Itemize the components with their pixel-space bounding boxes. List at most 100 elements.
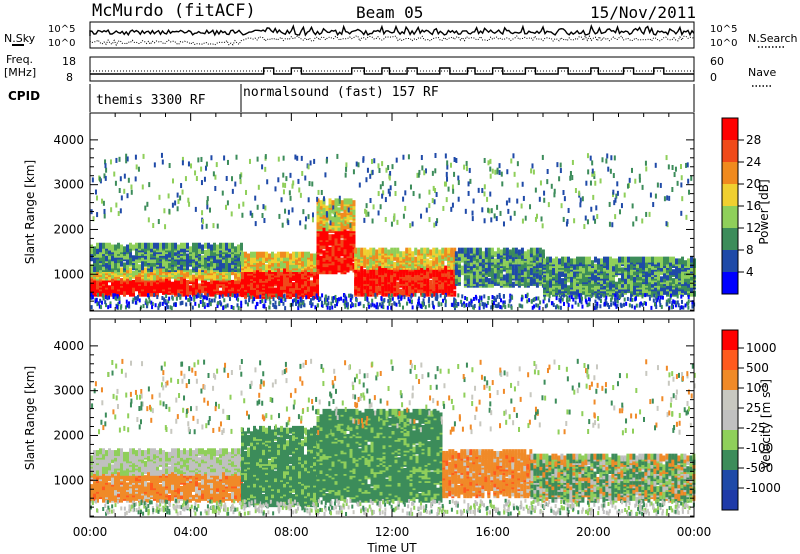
power-cell	[624, 287, 627, 294]
power-ground	[147, 293, 150, 298]
power-cell	[420, 253, 424, 260]
power-cell	[126, 244, 129, 251]
power-cell	[387, 276, 391, 283]
power-ground	[115, 296, 118, 301]
power-cell	[174, 242, 177, 249]
power-cell	[120, 251, 123, 258]
power-cell	[508, 263, 512, 270]
power-scatter	[453, 171, 456, 177]
power-cell	[340, 200, 344, 207]
power-cell	[426, 281, 430, 288]
power-scatter	[681, 196, 684, 202]
power-scatter	[512, 153, 515, 159]
power-cell	[225, 257, 228, 264]
power-ground	[380, 297, 383, 302]
power-scatter	[546, 179, 549, 185]
power-scatter	[654, 162, 657, 168]
power-cell	[349, 236, 353, 243]
power-scatter	[586, 153, 589, 159]
power-cell	[457, 254, 461, 261]
power-scatter	[659, 182, 662, 188]
power-ground	[126, 303, 129, 308]
power-ground	[116, 305, 119, 310]
power-scatter	[443, 181, 446, 187]
date-title: 15/Nov/2011	[590, 3, 696, 22]
power-cell	[511, 251, 515, 258]
power-cell	[690, 256, 693, 263]
power-cell	[651, 263, 654, 270]
power-cell	[447, 288, 451, 295]
power-scatter	[436, 218, 439, 224]
power-ground	[193, 297, 196, 302]
power-ground	[203, 304, 206, 309]
freq-label-2: [MHz]	[4, 66, 36, 79]
power-cell	[289, 271, 292, 278]
power-cell	[268, 262, 271, 269]
power-ground	[679, 306, 682, 311]
power-cell	[555, 274, 558, 281]
power-ground	[324, 295, 327, 300]
power-scatter	[505, 200, 508, 206]
power-cell	[648, 283, 651, 290]
power-cell	[295, 251, 298, 258]
power-cell	[570, 279, 573, 286]
power-ground	[687, 305, 690, 310]
power-cell	[666, 274, 669, 281]
power-cell	[558, 272, 561, 279]
power-scatter	[412, 191, 415, 197]
power-ground	[595, 294, 598, 299]
power-cell	[538, 256, 542, 263]
power-scatter	[409, 223, 412, 229]
power-ground	[600, 294, 603, 299]
power-cell	[153, 242, 156, 249]
power-cell	[411, 287, 415, 294]
power-cell	[129, 242, 132, 249]
power-cell	[126, 264, 129, 271]
power-scatter	[541, 154, 544, 160]
power-cell	[423, 278, 427, 285]
power-ground	[283, 297, 286, 302]
power-cell	[283, 278, 286, 285]
power-cell	[111, 244, 114, 251]
power-cell	[234, 246, 237, 253]
power-scatter	[214, 174, 217, 180]
power-cell	[129, 258, 132, 265]
power-cell	[546, 265, 549, 272]
power-scatter	[506, 169, 509, 175]
nave-tick-0: 0	[710, 71, 717, 84]
power-ground	[454, 299, 457, 304]
power-ground	[544, 304, 547, 309]
power-cell	[363, 247, 367, 254]
power-cell	[487, 281, 491, 288]
power-ground	[653, 293, 656, 298]
power-scatter	[567, 207, 570, 213]
power-cell	[529, 254, 533, 261]
power-scatter	[239, 174, 242, 180]
power-cell	[624, 269, 627, 276]
power-scatter	[311, 181, 314, 187]
power-cell	[594, 276, 597, 283]
power-ground	[460, 299, 463, 304]
power-scatter	[379, 184, 382, 190]
power-scatter	[614, 214, 617, 220]
power-ground	[614, 293, 617, 298]
power-scatter	[181, 160, 184, 166]
power-scatter	[493, 213, 496, 219]
power-cell	[549, 285, 552, 292]
power-scatter	[663, 196, 666, 202]
power-cell	[340, 246, 344, 253]
power-ground	[165, 294, 168, 299]
power-ground	[114, 293, 117, 298]
power-cell	[316, 253, 320, 260]
power-scatter	[266, 179, 269, 185]
power-ground	[166, 302, 169, 307]
power-cell	[514, 278, 518, 285]
power-ground	[131, 299, 134, 304]
power-scatter	[530, 168, 533, 174]
power-ground	[177, 293, 180, 298]
power-cell	[307, 283, 310, 290]
power-cell	[213, 279, 216, 286]
n-search-trace	[89, 34, 695, 47]
power-cell	[514, 274, 518, 281]
